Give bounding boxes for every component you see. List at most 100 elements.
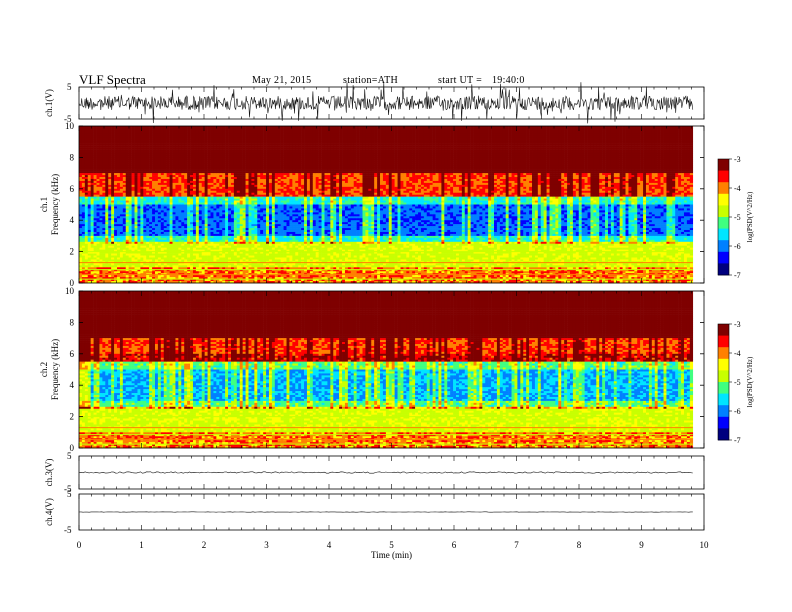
spectrogram-cell (199, 132, 202, 134)
spectrogram-cell (208, 228, 211, 230)
spectrogram-cell (99, 130, 102, 132)
spectrogram-cell (225, 187, 228, 189)
spectrogram-cell (184, 185, 187, 187)
spectrogram-cell (178, 159, 181, 161)
spectrogram-cell (251, 161, 254, 163)
spectrogram-cell (137, 210, 140, 212)
spectrogram-cell (202, 205, 205, 207)
spectrogram-cell (234, 246, 237, 248)
spectrogram-cell (152, 205, 155, 207)
spectrogram-cell (129, 238, 132, 240)
spectrogram-cell (190, 199, 193, 201)
spectrogram-cell (102, 265, 105, 267)
spectrogram-cell (143, 128, 146, 130)
spectrogram-cell (117, 242, 120, 244)
spectrogram-cell (196, 146, 199, 148)
spectrogram-cell (155, 132, 158, 134)
spectrogram-cell (132, 236, 135, 238)
spectrogram-cell (123, 165, 126, 167)
spectrogram-cell (120, 224, 123, 226)
spectrogram-cell (181, 165, 184, 167)
spectrogram-cell (117, 222, 120, 224)
spectrogram-cell (143, 256, 146, 258)
spectrogram-cell (167, 132, 170, 134)
spectrogram-cell (190, 144, 193, 146)
spectrogram-cell (161, 248, 164, 250)
spectrogram-cell (111, 173, 114, 175)
spectrogram-cell (140, 248, 143, 250)
spectrogram-cell (117, 167, 120, 169)
spectrogram-cell (234, 210, 237, 212)
spectrogram-cell (132, 224, 135, 226)
spectrogram-cell (208, 185, 211, 187)
spectrogram-cell (243, 232, 246, 234)
spectrogram-cell (199, 256, 202, 258)
spectrogram-cell (120, 175, 123, 177)
spectrogram-cell (152, 203, 155, 205)
spectrogram-cell (102, 203, 105, 205)
spectrogram-cell (97, 142, 100, 144)
spectrogram-cell (94, 226, 97, 228)
spectrogram-cell (158, 175, 161, 177)
spectrogram-cell (170, 265, 173, 267)
spectrogram-cell (79, 228, 82, 230)
spectrogram-cell (88, 183, 91, 185)
spectrogram-cell (149, 208, 152, 210)
spectrogram-cell (82, 177, 85, 179)
spectrogram-cell (129, 259, 132, 261)
spectrogram-cell (196, 169, 199, 171)
spectrogram-cell (234, 128, 237, 130)
spectrogram-cell (178, 206, 181, 208)
spectrogram-cell (240, 271, 243, 273)
spectrogram-cell (208, 161, 211, 163)
spectrogram-cell (91, 161, 94, 163)
spectrogram-cell (117, 155, 120, 157)
spectrogram-cell (173, 193, 176, 195)
spectrogram-cell (225, 222, 228, 224)
spectrogram-cell (231, 257, 234, 259)
spectrogram-cell (126, 224, 129, 226)
spectrogram-cell (170, 208, 173, 210)
spectrogram-cell (155, 228, 158, 230)
spectrogram-cell (140, 183, 143, 185)
spectrogram-cell (137, 222, 140, 224)
spectrogram-cell (251, 220, 254, 222)
spectrogram-cell (152, 199, 155, 201)
spectrogram-cell (158, 185, 161, 187)
spectrogram-cell (193, 263, 196, 265)
spectrogram-cell (146, 136, 149, 138)
spectrogram-cell (196, 224, 199, 226)
spectrogram-cell (102, 248, 105, 250)
spectrogram-cell (85, 263, 88, 265)
spectrogram-cell (228, 257, 231, 259)
spectrogram-cell (140, 246, 143, 248)
spectrogram-cell (137, 159, 140, 161)
spectrogram-cell (202, 159, 205, 161)
spectrogram-cell (123, 230, 126, 232)
spectrogram-cell (181, 195, 184, 197)
spectrogram-cell (146, 254, 149, 256)
spectrogram-cell (155, 210, 158, 212)
spectrogram-cell (114, 152, 117, 154)
spectrogram-cell (234, 159, 237, 161)
spectrogram-cell (228, 142, 231, 144)
spectrogram-cell (143, 146, 146, 148)
spectrogram-cell (246, 234, 249, 236)
spectrogram-cell (149, 203, 152, 205)
spectrogram-cell (111, 263, 114, 265)
spectrogram-cell (123, 157, 126, 159)
spectrogram-cell (155, 238, 158, 240)
spectrogram-cell (251, 175, 254, 177)
spectrogram-cell (132, 187, 135, 189)
spectrogram-cell (219, 195, 222, 197)
spectrogram-cell (108, 187, 111, 189)
spectrogram-cell (234, 161, 237, 163)
spectrogram-cell (82, 159, 85, 161)
spectrogram-cell (213, 248, 216, 250)
spectrogram-cell (234, 153, 237, 155)
spectrogram-cell (254, 153, 257, 155)
spectrogram-cell (219, 206, 222, 208)
spectrogram-cell (149, 148, 152, 150)
spectrogram-cell (123, 187, 126, 189)
spectrogram-cell (132, 144, 135, 146)
